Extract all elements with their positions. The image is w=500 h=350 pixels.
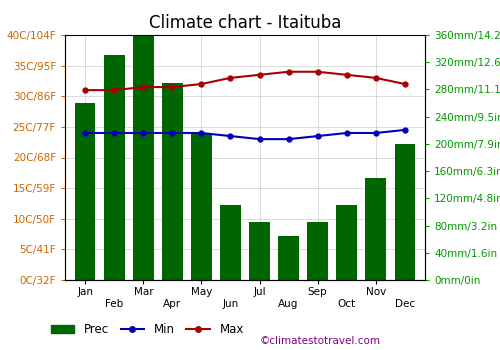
Bar bbox=[366, 178, 386, 280]
Text: ©climatestotravel.com: ©climatestotravel.com bbox=[260, 336, 381, 346]
Text: Jun: Jun bbox=[222, 299, 238, 309]
Bar bbox=[308, 222, 328, 280]
Legend: Prec, Min, Max: Prec, Min, Max bbox=[46, 318, 248, 341]
Text: Feb: Feb bbox=[105, 299, 124, 309]
Bar bbox=[75, 103, 96, 280]
Text: Oct: Oct bbox=[338, 299, 355, 309]
Bar bbox=[250, 222, 270, 280]
Bar bbox=[192, 134, 212, 280]
Bar bbox=[394, 144, 415, 280]
Bar bbox=[278, 236, 298, 280]
Bar bbox=[336, 205, 357, 280]
Title: Climate chart - Itaituba: Climate chart - Itaituba bbox=[149, 14, 341, 32]
Bar bbox=[133, 35, 154, 280]
Bar bbox=[162, 83, 182, 280]
Text: Aug: Aug bbox=[278, 299, 298, 309]
Text: Apr: Apr bbox=[164, 299, 182, 309]
Bar bbox=[104, 55, 124, 280]
Bar bbox=[220, 205, 240, 280]
Text: Dec: Dec bbox=[394, 299, 414, 309]
